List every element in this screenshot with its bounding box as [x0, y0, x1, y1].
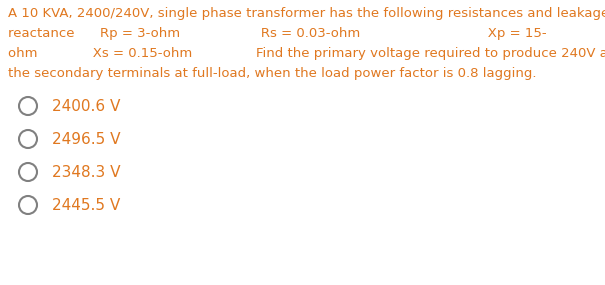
Text: the secondary terminals at full-load, when the load power factor is 0.8 lagging.: the secondary terminals at full-load, wh…: [8, 67, 537, 80]
Text: reactance      Rp = 3-ohm                   Rs = 0.03-ohm                       : reactance Rp = 3-ohm Rs = 0.03-ohm: [8, 27, 547, 40]
Text: 2496.5 V: 2496.5 V: [52, 132, 120, 147]
Text: A 10 KVA, 2400/240V, single phase transformer has the following resistances and : A 10 KVA, 2400/240V, single phase transf…: [8, 7, 605, 20]
Text: 2445.5 V: 2445.5 V: [52, 198, 120, 213]
Text: 2400.6 V: 2400.6 V: [52, 99, 120, 114]
Text: 2348.3 V: 2348.3 V: [52, 165, 120, 180]
Text: ohm             Xs = 0.15-ohm               Find the primary voltage required to: ohm Xs = 0.15-ohm Find the primary volta…: [8, 47, 605, 60]
